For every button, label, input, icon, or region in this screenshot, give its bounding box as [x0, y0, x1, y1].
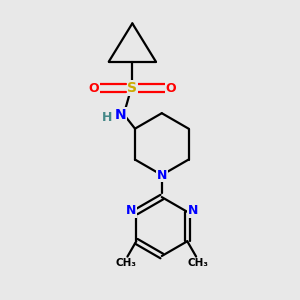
Text: O: O	[165, 82, 176, 95]
Text: N: N	[157, 169, 167, 182]
Text: CH₃: CH₃	[116, 258, 136, 268]
Text: H: H	[102, 110, 112, 124]
Text: CH₃: CH₃	[187, 258, 208, 268]
Text: N: N	[115, 108, 126, 122]
Text: N: N	[188, 204, 198, 217]
Text: N: N	[126, 204, 136, 217]
Text: S: S	[127, 81, 137, 95]
Text: O: O	[89, 82, 99, 95]
